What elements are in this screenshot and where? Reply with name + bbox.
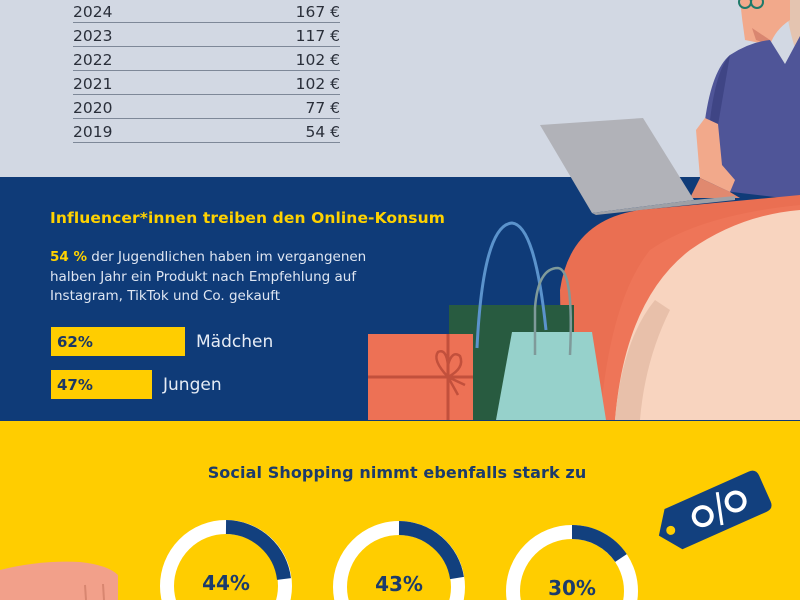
amount-cell: 102 € xyxy=(295,51,340,69)
donut-value-1: 44% xyxy=(202,571,250,595)
table-row: 2023 117 € xyxy=(73,23,340,47)
bar-row-maedchen: 62% Mädchen xyxy=(51,327,273,356)
table-row: 2019 54 € xyxy=(73,119,340,143)
social-shopping-title-text: Social Shopping nimmt ebenfalls stark zu xyxy=(207,463,587,482)
bar-label-jungen: Jungen xyxy=(163,374,222,395)
amount-cell: 54 € xyxy=(305,123,340,141)
bar-maedchen: 62% xyxy=(51,327,185,356)
influencer-title: Influencer*innen treiben den Online-Kons… xyxy=(50,209,446,227)
bar-jungen: 47% xyxy=(51,370,152,399)
donut-value-3: 30% xyxy=(548,576,596,600)
social-shopping-title: Social Shopping nimmt ebenfalls stark zu xyxy=(0,463,800,482)
spending-table: 2024 167 € 2023 117 € 2022 102 € 2021 10… xyxy=(73,0,340,143)
bar-row-jungen: 47% Jungen xyxy=(51,370,222,399)
year-cell: 2024 xyxy=(73,3,113,21)
donut-chart-3: 30% xyxy=(505,524,639,600)
table-row: 2022 102 € xyxy=(73,47,340,71)
highlight-percentage: 54 % xyxy=(50,249,88,265)
year-cell: 2023 xyxy=(73,27,113,45)
donut-value-2: 43% xyxy=(375,572,423,596)
year-cell: 2020 xyxy=(73,99,113,117)
year-cell: 2022 xyxy=(73,51,113,69)
description-text: der Jugendlichen haben im vergangenen ha… xyxy=(50,249,367,304)
table-row: 2024 167 € xyxy=(73,0,340,23)
donut-chart-2: 43% xyxy=(332,520,466,600)
amount-cell: 167 € xyxy=(295,3,340,21)
donut-chart-1: 44% xyxy=(159,519,293,600)
amount-cell: 102 € xyxy=(295,75,340,93)
amount-cell: 117 € xyxy=(295,27,340,45)
year-cell: 2019 xyxy=(73,123,113,141)
year-cell: 2021 xyxy=(73,75,113,93)
table-row: 2020 77 € xyxy=(73,95,340,119)
price-tag-icon xyxy=(658,470,772,550)
bar-label-maedchen: Mädchen xyxy=(196,331,274,352)
amount-cell: 77 € xyxy=(305,99,340,117)
spending-section xyxy=(0,0,800,177)
table-row: 2021 102 € xyxy=(73,71,340,95)
influencer-description: 54 % der Jugendlichen haben im vergangen… xyxy=(50,248,410,307)
